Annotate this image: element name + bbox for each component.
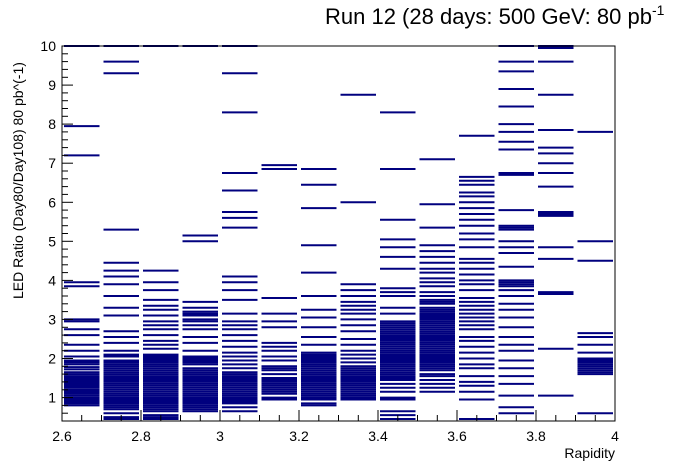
x-tick-label: 3 [216,428,224,444]
chart-title-superscript: -1 [652,2,665,18]
y-tick-label: 8 [48,116,56,132]
y-tick-label: 7 [48,155,56,171]
y-axis-label: LED Ratio (Day80/Day108) 80 pb^(-1) [10,62,26,299]
chart-title-main: Run 12 (28 days: 500 GeV: 80 pb [325,4,652,29]
y-tick-label: 3 [48,311,56,327]
chart-title: Run 12 (28 days: 500 GeV: 80 pb-1 [325,2,665,29]
y-tick-label: 2 [48,351,56,367]
x-tick-label: 3.4 [368,428,388,444]
y-tick-label: 10 [40,38,56,54]
x-tick-label: 2.6 [52,428,72,444]
y-tick-label: 1 [48,390,56,406]
x-tick-label: 3.8 [526,428,546,444]
y-tick-label: 6 [48,194,56,210]
y-tick-label: 9 [48,77,56,93]
axes: 2.6 2.8 3 3.2 3.4 3.6 3.8 4 1 2 3 4 5 6 7 8 9 10 [40,38,619,444]
data-marks [64,45,613,420]
x-axis-label: Rapidity [564,445,615,461]
x-tick-label: 3.6 [447,428,467,444]
x-tick-label: 2.8 [131,428,151,444]
y-tick-label: 4 [48,272,56,288]
x-tick-label: 3.2 [289,428,309,444]
x-tick-label: 4 [611,428,619,444]
y-tick-label: 5 [48,233,56,249]
